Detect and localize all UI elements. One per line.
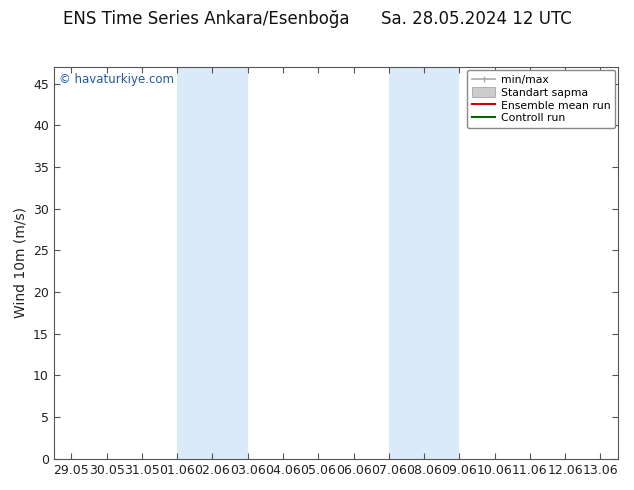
Bar xyxy=(178,67,248,459)
Text: ENS Time Series Ankara/Esenboğa      Sa. 28.05.2024 12 UTC: ENS Time Series Ankara/Esenboğa Sa. 28.0… xyxy=(63,10,571,28)
Y-axis label: Wind 10m (m/s): Wind 10m (m/s) xyxy=(13,207,27,318)
Bar xyxy=(389,67,460,459)
Text: © havaturkiye.com: © havaturkiye.com xyxy=(60,73,174,86)
Legend: min/max, Standart sapma, Ensemble mean run, Controll run: min/max, Standart sapma, Ensemble mean r… xyxy=(467,70,615,128)
